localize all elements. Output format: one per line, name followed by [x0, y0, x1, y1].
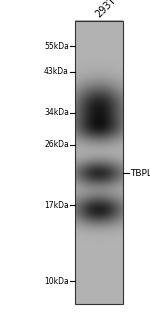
Text: 293T: 293T [93, 0, 118, 19]
Text: TBPL1: TBPL1 [130, 169, 150, 178]
Bar [75, 21, 123, 304]
Text: 43kDa: 43kDa [44, 67, 69, 76]
Text: 17kDa: 17kDa [44, 201, 69, 210]
Text: 10kDa: 10kDa [44, 277, 69, 286]
Text: 55kDa: 55kDa [44, 42, 69, 51]
Text: 26kDa: 26kDa [44, 140, 69, 149]
Text: 34kDa: 34kDa [44, 108, 69, 117]
